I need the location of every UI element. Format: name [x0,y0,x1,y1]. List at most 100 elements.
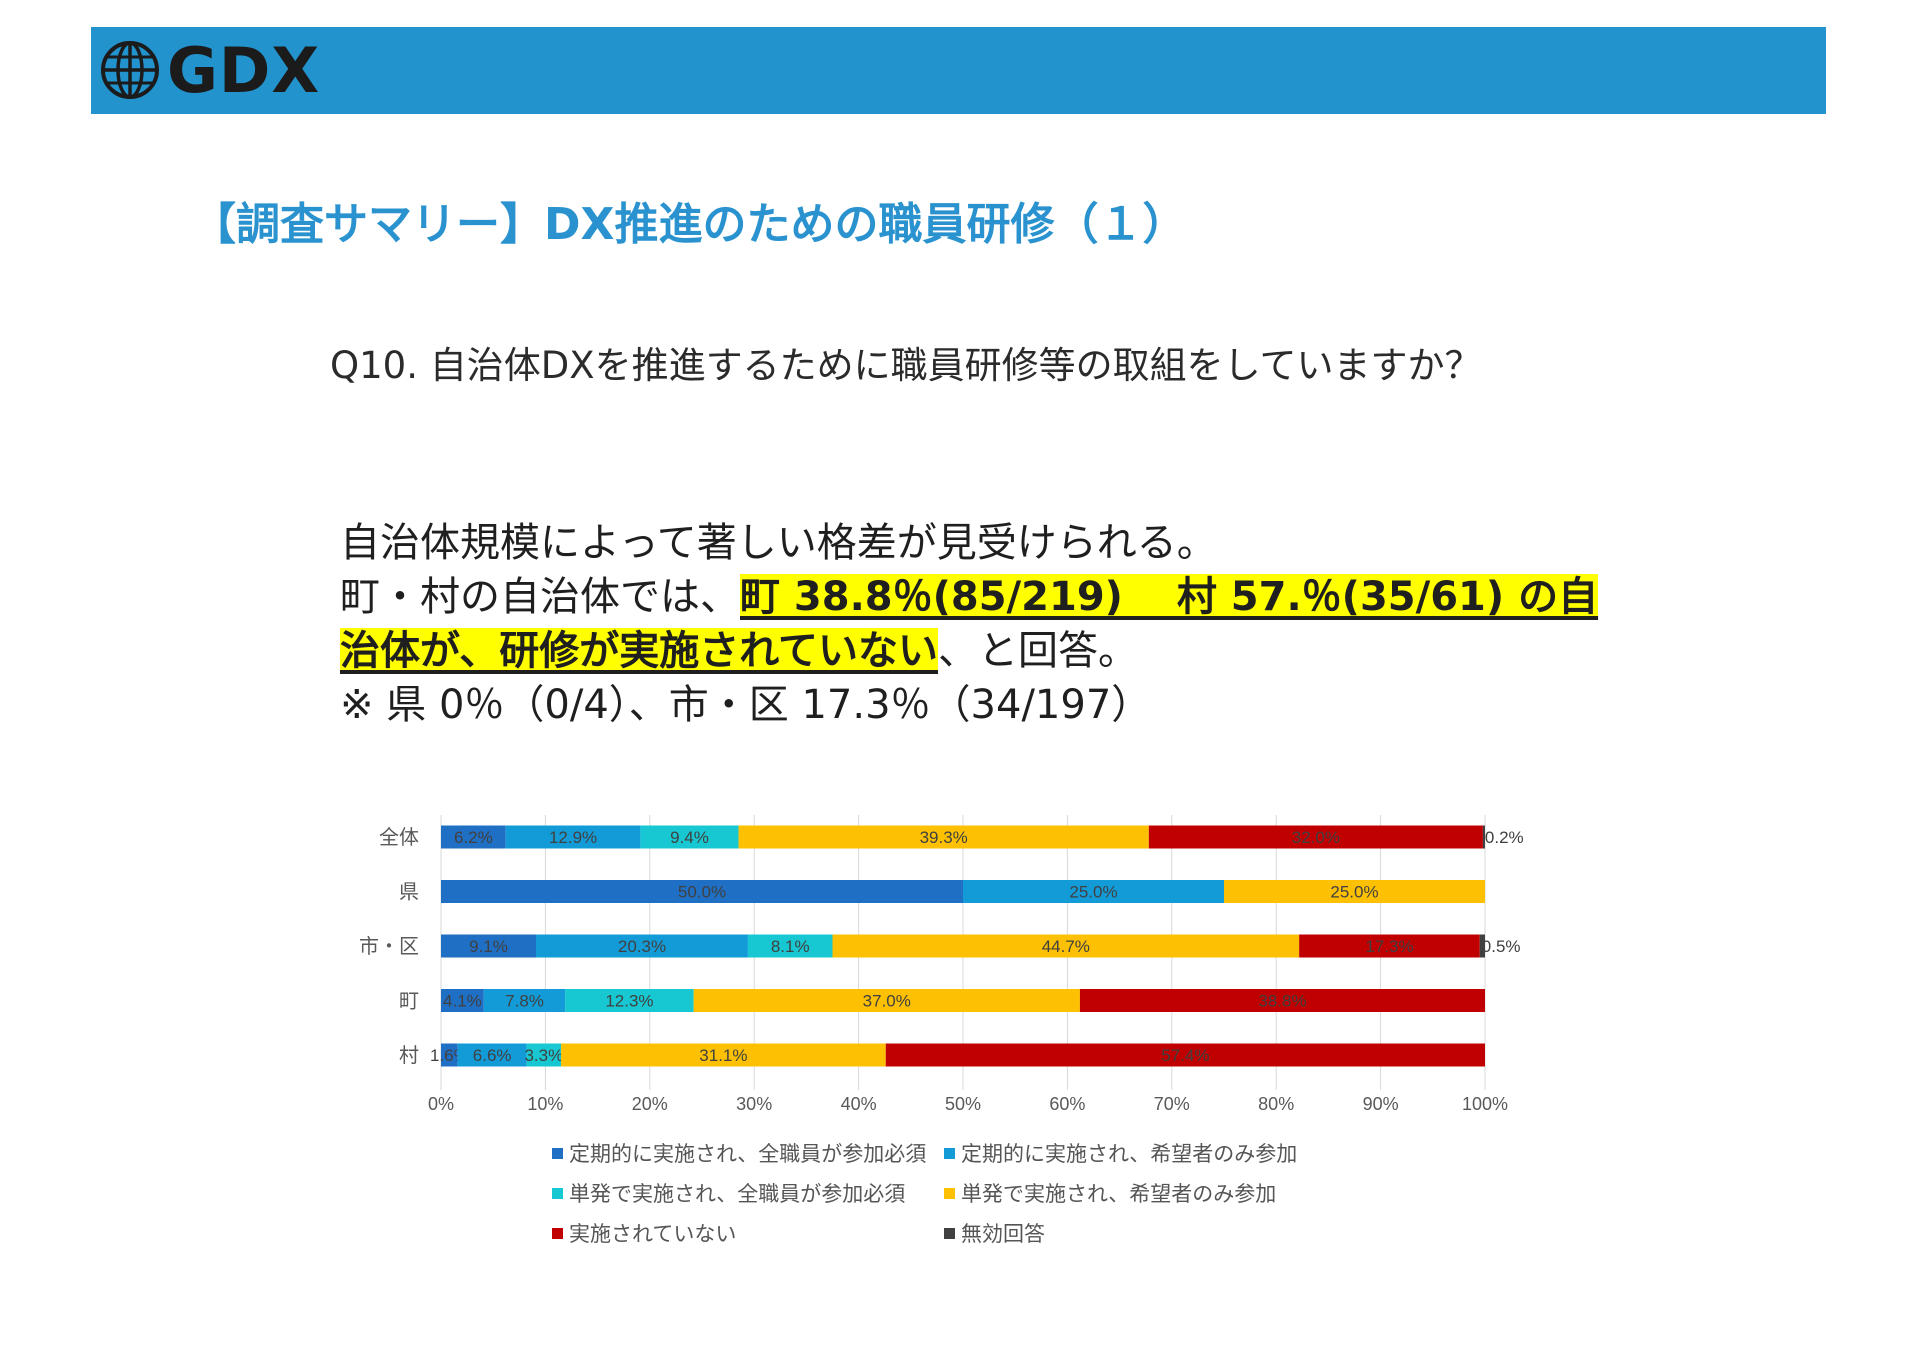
data-label: 37.0% [863,992,911,1011]
bar-segment [536,934,748,958]
data-label: 12.9% [549,828,597,847]
x-tick-label: 60% [1049,1094,1085,1114]
bar-segment [526,1043,562,1067]
data-label: 31.1% [699,1046,747,1065]
data-label: 9.1% [469,937,508,956]
bar-segment [505,825,641,849]
x-tick-label: 40% [841,1094,877,1114]
x-tick-label: 50% [945,1094,981,1114]
data-label: 12.3% [605,992,653,1011]
data-label: 50.0% [678,883,726,902]
stacked-bar-chart: 0% 10% 20% 30% 40% 50% 60% 70% 80% 90% 100% 全体 6.2% 1… [359,815,1524,1114]
bar-segment [483,989,566,1012]
data-label: 20.3% [618,937,666,956]
data-label: 4.1% [443,992,482,1011]
data-label: 44.7% [1042,937,1090,956]
gdx-logo: GDX [99,34,320,107]
legend-swatch [944,1187,955,1199]
bar-segment [693,989,1080,1012]
data-label: 57.4% [1161,1046,1209,1065]
bar-segment [457,1043,527,1067]
legend-label: 単発で実施され、希望者のみ参加 [961,1182,1277,1206]
category-label: 町 [399,989,419,1013]
legend-swatch [552,1187,563,1199]
legend-label: 単発で実施され、全職員が参加必須 [569,1182,906,1206]
header-bar: GDX [91,27,1826,114]
x-tick-label: 90% [1363,1094,1399,1114]
bar-segment [1482,825,1485,849]
data-label: 8.1% [771,937,810,956]
x-tick-label: 80% [1258,1094,1294,1114]
bar-segment [565,989,694,1012]
bar-segment [441,825,506,849]
legend-label: 定期的に実施され、希望者のみ参加 [961,1142,1298,1166]
data-label: 0.2% [1485,828,1524,847]
x-tick-label: 30% [736,1094,772,1114]
data-label: 3.3% [524,1046,563,1065]
data-label: 6.6% [473,1046,512,1065]
bar-segment [441,880,963,903]
data-label: 7.8% [505,992,544,1011]
bar-segment [1148,825,1483,849]
logo-text: GDX [167,33,321,107]
data-label: 17.3% [1365,937,1413,956]
x-tick-label: 20% [632,1094,668,1114]
legend-label: 定期的に実施され、全職員が参加必須 [569,1142,927,1166]
bar-segment [441,934,537,958]
bar-segment [963,880,1224,903]
legend-item: 単発で実施され、全職員が参加必須 [552,1178,905,1208]
bar-segment [640,825,739,849]
data-label: 25.0% [1330,883,1378,902]
bar-segment [1079,989,1485,1012]
bar-segment [441,1043,458,1067]
legend-label: 無効回答 [961,1222,1045,1246]
chart-legend: 定期的に実施され、全職員が参加必須 定期的に実施され、希望者のみ参加 単発で実施され… [552,1138,1352,1268]
summary-line-2: 町・村の自治体では、町 38.8％(85/219) 村 57.％(35/61) … [340,570,1600,624]
category-label: 全体 [379,825,419,849]
bar-segment [1479,934,1485,958]
legend-item: 定期的に実施され、希望者のみ参加 [944,1138,1297,1168]
data-label: 9.4% [670,828,709,847]
x-tick-label: 70% [1154,1094,1190,1114]
data-label: 38.8% [1258,992,1306,1011]
summary-line-3: 治体が、研修が実施されていない、と回答。 [340,624,1600,678]
summary-line-4: ※ 県 0％（0/4）、市・区 17.3％（34/197） [340,682,1152,728]
category-label: 県 [399,880,419,904]
legend-item: 定期的に実施され、全職員が参加必須 [552,1138,926,1168]
bar-segment [1299,934,1480,958]
globe-icon [101,41,159,99]
category-label: 市・区 [359,934,419,958]
legend-swatch [552,1227,563,1239]
legend-swatch [944,1227,955,1239]
summary-line-1: 自治体規模によって著しい格差が見受けられる。 [340,520,1217,566]
bar-segment [561,1043,886,1067]
question-text: Q10. 自治体DXを推進するために職員研修等の取組をしていますか？ [330,344,1482,387]
legend-item: 無効回答 [944,1218,1045,1248]
legend-swatch [552,1147,563,1159]
bar-segment [738,825,1149,849]
x-tick-label: 10% [527,1094,563,1114]
summary-line-2-text: 町・村の自治体では、 [340,574,740,620]
bar-segment [885,1043,1485,1067]
bar-segment [441,989,484,1012]
legend-item: 単発で実施され、希望者のみ参加 [944,1178,1276,1208]
bar-segment [747,934,833,958]
bar-segment [1224,880,1485,903]
legend-item: 実施されていない [552,1218,736,1248]
category-label: 村 [399,1043,419,1067]
data-label: 39.3% [920,828,968,847]
summary-highlight-2: 治体が、研修が実施されていない [340,628,938,674]
x-tick-label: 0% [428,1094,454,1114]
bar-segment [832,934,1300,958]
x-tick-label: 100% [1462,1094,1508,1114]
summary-line-3-text: 、と回答。 [938,628,1138,674]
page-title: 【調査サマリー】DX推進のための職員研修（１） [192,199,1187,250]
data-label: 25.0% [1069,883,1117,902]
legend-label: 実施されていない [569,1222,737,1246]
data-label: 0.5% [1482,937,1521,956]
data-label: 32.0% [1292,828,1340,847]
data-label: 6.2% [454,828,493,847]
summary-highlight-1: 町 38.8％(85/219) 村 57.％(35/61) の自 [740,574,1599,620]
summary-block: 自治体規模によって著しい格差が見受けられる。 町・村の自治体では、町 38.8％… [340,516,1600,732]
legend-swatch [944,1147,955,1159]
